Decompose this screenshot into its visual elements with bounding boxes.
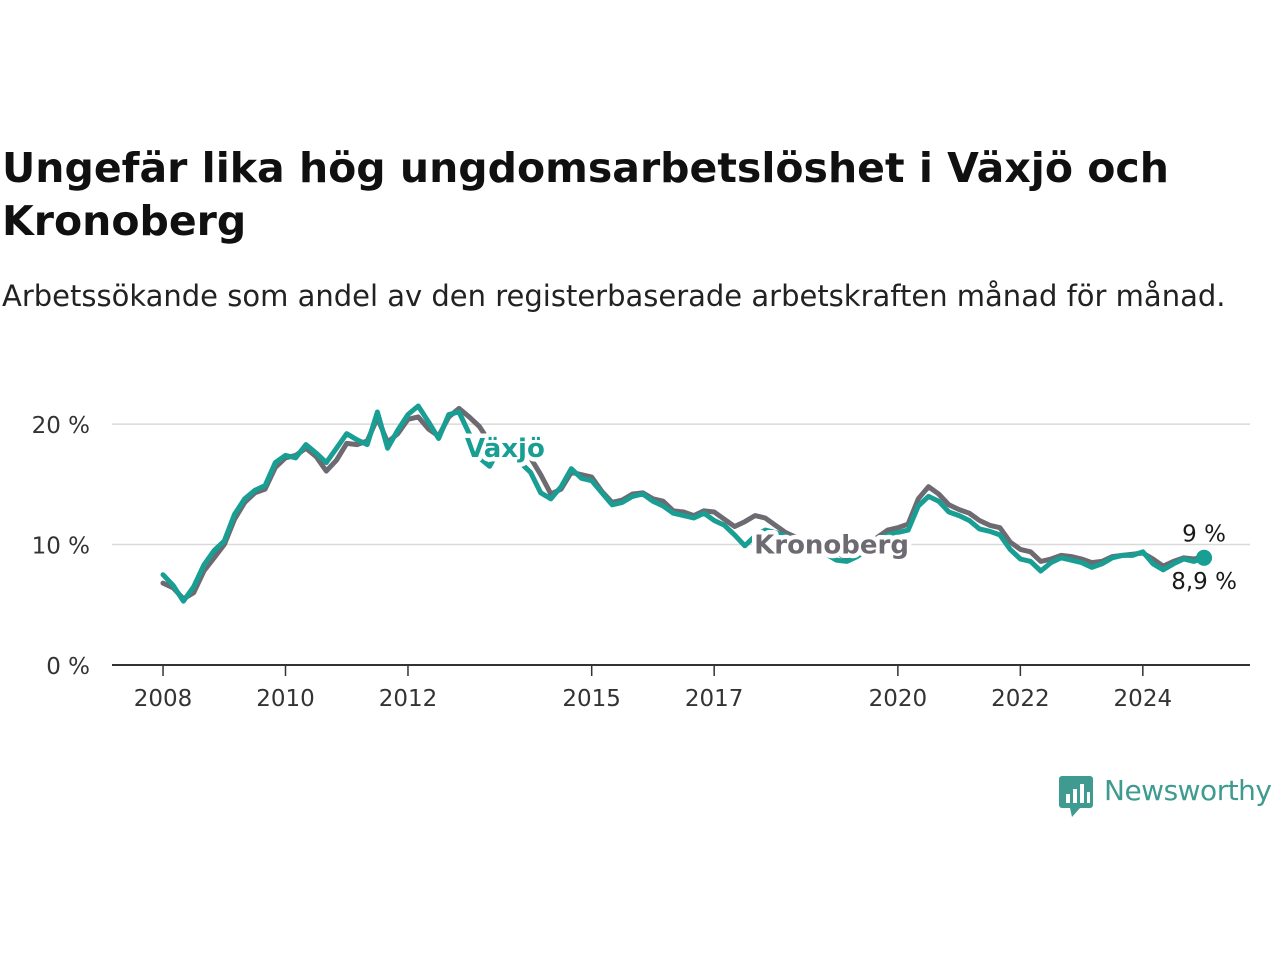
x-tick-label: 2015 <box>562 686 621 712</box>
chart-subtitle: Arbetssökande som andel av den registerb… <box>2 279 1226 313</box>
vaxjo-end-label: 8,9 % <box>1171 569 1237 595</box>
x-tick-label: 2008 <box>134 686 193 712</box>
gridlines <box>112 423 1250 546</box>
x-tick-label: 2022 <box>991 686 1050 712</box>
y-tick-label: 10 % <box>32 534 90 560</box>
y-tick-label: 0 % <box>46 654 90 680</box>
axes: 0 % 10 % 20 % 2008 2010 2012 2015 2017 2020 2022 2… <box>32 413 1250 712</box>
x-tick-label: 2010 <box>256 686 315 712</box>
vaxjo-series-label: Växjö <box>465 434 545 464</box>
brand-name: Newsworthy <box>1104 774 1272 807</box>
vaxjo-series-label-halo: Växjö <box>465 434 545 464</box>
x-tick-label: 2017 <box>685 686 744 712</box>
line-chart: 0 % 10 % 20 % 2008 2010 2012 2015 2017 2020 2022 2… <box>32 403 1250 712</box>
y-tick-label: 20 % <box>32 413 90 439</box>
x-tick-label: 2020 <box>869 686 928 712</box>
bar-chart-speech-bubble-icon <box>1059 776 1093 817</box>
series-line-kronoberg <box>160 405 1207 602</box>
series-lines <box>160 403 1213 604</box>
kronoberg-series-label: Kronoberg <box>754 531 909 561</box>
chart-title: Ungefär lika hög ungdomsarbetslöshet i V… <box>2 144 1169 245</box>
newsworthy-logo: Newsworthy <box>1058 772 1272 818</box>
kronoberg-end-label: 9 % <box>1182 522 1226 548</box>
vaxjo-end-marker <box>1196 549 1213 566</box>
kronoberg-series-label-halo: Kronoberg <box>754 531 909 561</box>
series-line-vxj <box>160 403 1207 604</box>
x-tick-label: 2024 <box>1114 686 1173 712</box>
x-tick-label: 2012 <box>379 686 438 712</box>
